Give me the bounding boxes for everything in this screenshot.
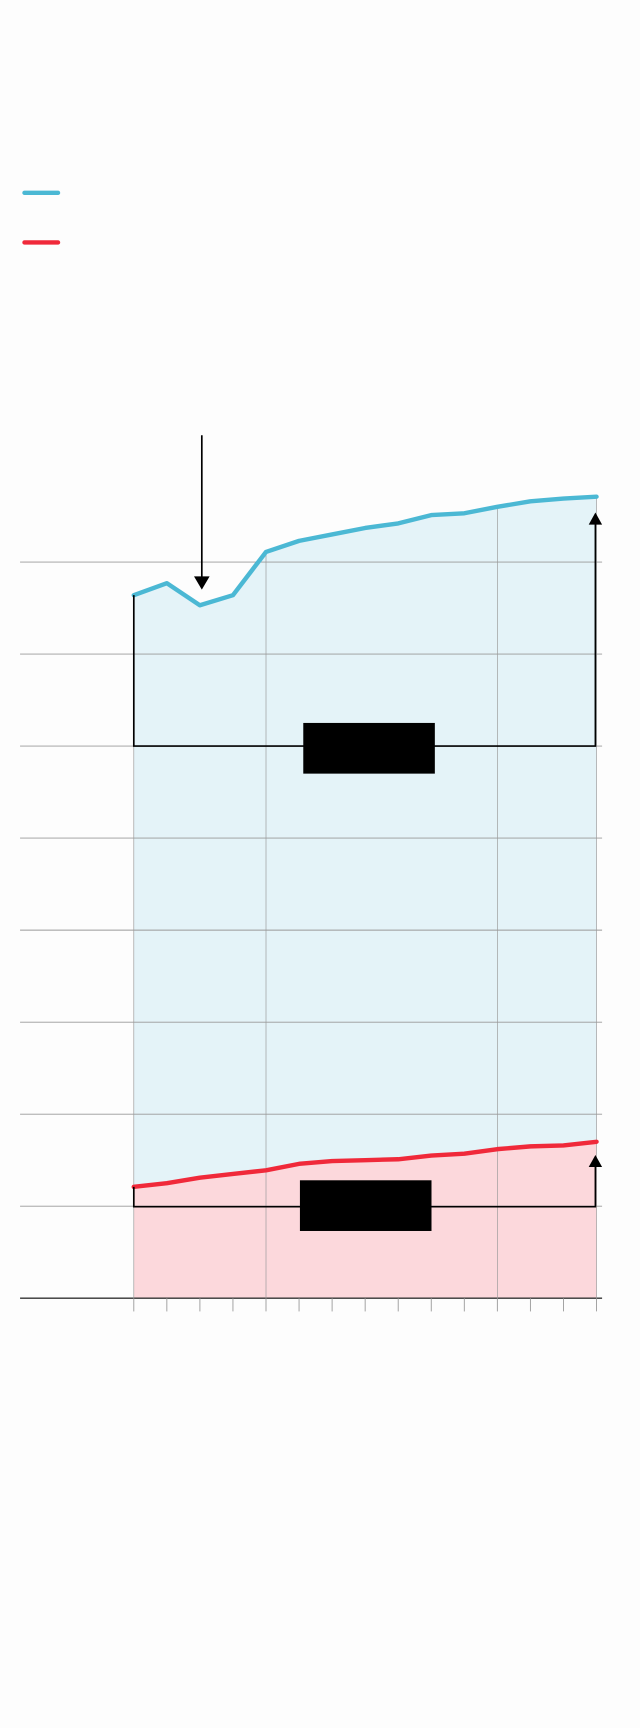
annotation-arrowhead — [588, 1154, 603, 1168]
annotation-label-box — [299, 1180, 432, 1231]
line — [131, 1139, 599, 1190]
annotation-arrowhead — [588, 512, 603, 525]
annotations — [132, 435, 603, 1231]
area — [133, 496, 597, 1299]
legend — [22, 190, 61, 245]
annotation-arrowhead — [194, 576, 210, 590]
plot — [20, 494, 603, 1312]
annotation-label-box — [303, 722, 435, 774]
line — [131, 494, 599, 608]
